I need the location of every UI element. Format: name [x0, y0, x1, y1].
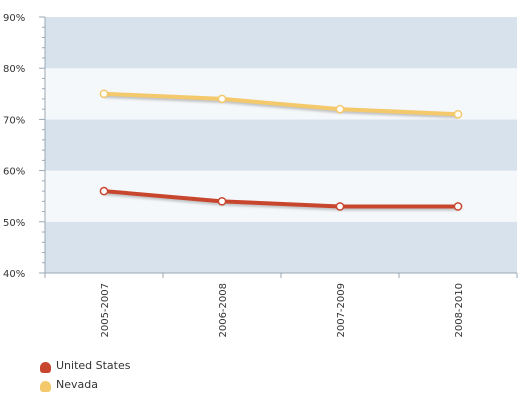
x-tick-label: 2006-2008: [218, 283, 229, 338]
grid-band: [45, 170, 517, 222]
data-point[interactable]: [335, 202, 345, 211]
y-tick-label: 70%: [3, 115, 25, 126]
line-chart: 40% 50% 60% 70% 80% 90% 2005-2007 2006-2008 2007…: [3, 13, 518, 338]
data-point[interactable]: [453, 202, 463, 211]
grid-band: [45, 119, 517, 171]
x-tick-label: 2007-2009: [336, 283, 347, 338]
series-united-states: [99, 186, 463, 211]
legend-label: United States: [56, 359, 131, 372]
y-tick-label: 60%: [3, 167, 25, 178]
data-point[interactable]: [99, 186, 109, 196]
x-tick-label: 2005-2007: [100, 283, 111, 338]
chart-area: 40% 50% 60% 70% 80% 90% 2005-2007 2006-2008 2007…: [3, 13, 518, 338]
x-tick-label: 2008-2010: [454, 283, 465, 338]
y-tick-label: 80%: [3, 64, 25, 75]
grid-band: [45, 221, 517, 273]
data-point[interactable]: [453, 109, 463, 119]
data-point[interactable]: [335, 104, 345, 114]
legend-swatch: [40, 362, 51, 373]
y-tick-label: 50%: [3, 218, 25, 229]
data-point[interactable]: [99, 89, 109, 99]
y-tick-label: 90%: [3, 13, 25, 24]
series-line: [102, 189, 460, 209]
legend-label: Nevada: [56, 378, 98, 391]
legend-swatch: [40, 381, 51, 392]
series-line: [102, 91, 460, 117]
data-point[interactable]: [217, 196, 227, 206]
y-tick-label: 40%: [3, 269, 25, 280]
data-point[interactable]: [217, 94, 227, 104]
series-nevada: [99, 89, 463, 119]
grid-band: [45, 17, 517, 69]
